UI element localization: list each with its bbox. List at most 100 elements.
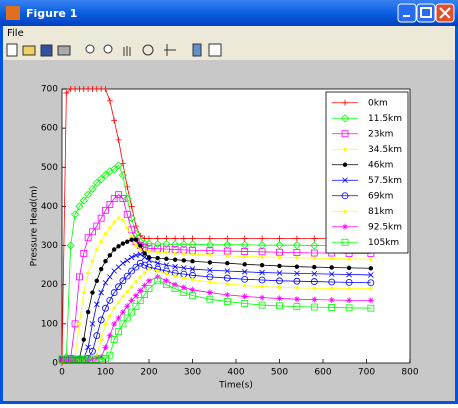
menu-item[interactable]: File xyxy=(7,28,24,39)
pan-icon[interactable] xyxy=(123,46,131,56)
legend-label: 57.5km xyxy=(368,176,402,186)
marker xyxy=(171,285,179,293)
marker xyxy=(208,280,212,284)
marker xyxy=(173,274,177,278)
legend-marker xyxy=(341,238,349,246)
open-icon[interactable] xyxy=(22,45,36,56)
marker xyxy=(134,279,138,284)
legend-marker xyxy=(342,162,348,167)
marker xyxy=(102,206,109,214)
zoom-in-icon[interactable] xyxy=(85,44,95,54)
marker xyxy=(106,332,113,339)
zoom-out-icon[interactable] xyxy=(103,44,113,54)
marker xyxy=(311,270,318,277)
marker xyxy=(172,263,178,270)
marker xyxy=(242,262,247,267)
marker xyxy=(345,304,353,312)
marker xyxy=(328,278,336,286)
marker xyxy=(242,254,247,259)
marker xyxy=(120,241,126,246)
legend-icon[interactable] xyxy=(208,43,222,57)
marker xyxy=(182,252,186,256)
marker xyxy=(223,274,231,282)
marker xyxy=(225,260,230,266)
marker xyxy=(188,240,197,249)
marker xyxy=(208,253,212,257)
marker xyxy=(328,304,336,311)
marker xyxy=(146,257,152,264)
legend-marker xyxy=(341,192,349,200)
marker xyxy=(368,272,374,278)
datacursor-icon[interactable] xyxy=(164,44,176,56)
marker xyxy=(223,298,231,305)
marker xyxy=(258,276,266,284)
print-icon[interactable] xyxy=(57,45,71,56)
y-tick-label: 500 xyxy=(41,163,58,173)
title-bar xyxy=(0,0,458,26)
colorbar-icon[interactable] xyxy=(192,43,202,57)
legend-label: 11.5km xyxy=(368,114,402,124)
marker xyxy=(114,161,123,170)
marker xyxy=(70,210,80,219)
app-icon xyxy=(6,6,20,20)
marker xyxy=(294,270,300,277)
marker xyxy=(89,228,96,236)
marker xyxy=(190,277,195,282)
marker xyxy=(108,314,112,318)
y-tick-label: 600 xyxy=(41,124,58,134)
marker xyxy=(171,240,180,249)
close-icon xyxy=(439,7,451,19)
marker xyxy=(145,285,153,293)
marker xyxy=(276,270,283,276)
maximize-button[interactable] xyxy=(416,3,436,23)
marker xyxy=(172,257,178,262)
marker xyxy=(293,235,300,242)
marker xyxy=(294,264,300,269)
marker xyxy=(132,263,140,271)
marker xyxy=(90,259,95,263)
legend-label: 105km xyxy=(368,238,399,248)
marker xyxy=(112,306,116,310)
marker xyxy=(93,222,101,230)
new-icon[interactable] xyxy=(6,43,18,57)
marker xyxy=(241,293,248,300)
marker xyxy=(367,304,375,312)
marker xyxy=(106,97,113,104)
marker xyxy=(205,240,214,249)
marker xyxy=(144,239,154,248)
marker xyxy=(154,260,161,266)
save-icon[interactable] xyxy=(40,44,53,57)
marker xyxy=(121,218,125,222)
marker xyxy=(119,160,126,167)
marker xyxy=(93,332,101,340)
marker xyxy=(93,355,101,363)
marker xyxy=(259,294,266,301)
maximize-icon xyxy=(420,7,432,18)
window-title: Figure 1 xyxy=(26,7,77,20)
marker xyxy=(136,259,144,267)
legend-marker xyxy=(342,223,348,230)
rotate-icon[interactable] xyxy=(142,44,154,56)
legend-marker xyxy=(341,130,349,138)
x-tick-label: 400 xyxy=(227,368,244,378)
marker xyxy=(128,267,136,275)
marker xyxy=(97,316,105,324)
marker xyxy=(225,282,229,286)
y-tick-label: 200 xyxy=(41,280,58,290)
marker xyxy=(123,210,131,218)
marker xyxy=(293,296,300,303)
minimize-button[interactable] xyxy=(397,3,417,23)
x-tick-label: 300 xyxy=(184,368,201,378)
marker xyxy=(111,320,118,327)
legend-marker xyxy=(340,114,350,123)
marker xyxy=(98,266,104,272)
x-tick-label: 0 xyxy=(59,368,65,378)
marker xyxy=(99,337,103,342)
marker xyxy=(224,291,231,298)
marker xyxy=(292,241,301,250)
marker xyxy=(164,256,169,262)
marker xyxy=(328,271,335,277)
marker xyxy=(128,254,135,261)
marker xyxy=(141,282,148,289)
marker xyxy=(128,308,136,316)
